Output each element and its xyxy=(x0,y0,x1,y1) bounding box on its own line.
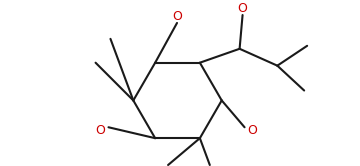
Text: O: O xyxy=(238,1,248,15)
Text: O: O xyxy=(248,124,257,137)
Text: O: O xyxy=(172,9,182,23)
Text: O: O xyxy=(96,124,105,137)
